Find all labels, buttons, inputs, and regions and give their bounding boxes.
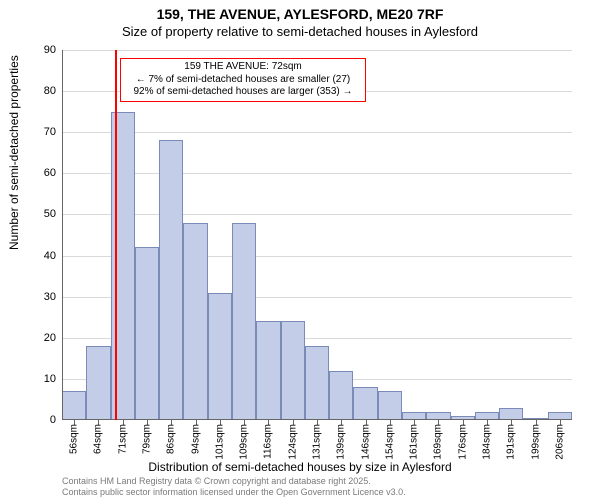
y-tick-label: 80 bbox=[44, 85, 62, 97]
x-tick-label: 109sqm bbox=[239, 420, 250, 460]
x-tick-label: 199sqm bbox=[530, 420, 541, 460]
footer-attribution: Contains HM Land Registry data © Crown c… bbox=[62, 476, 406, 498]
chart-container: 159, THE AVENUE, AYLESFORD, ME20 7RF Siz… bbox=[0, 0, 600, 500]
annotation-callout: 159 THE AVENUE: 72sqm← 7% of semi-detach… bbox=[120, 58, 366, 102]
x-tick-label: 139sqm bbox=[336, 420, 347, 460]
x-tick-label: 154sqm bbox=[384, 420, 395, 460]
annotation-line-0: 159 THE AVENUE: 72sqm bbox=[125, 61, 361, 74]
chart-title-sub: Size of property relative to semi-detach… bbox=[0, 22, 600, 39]
x-tick-label: 56sqm bbox=[69, 420, 80, 454]
x-tick-label: 71sqm bbox=[117, 420, 128, 454]
annotation-line-1: ← 7% of semi-detached houses are smaller… bbox=[125, 74, 361, 87]
annotation-line-2: 92% of semi-detached houses are larger (… bbox=[125, 86, 361, 99]
footer-line-2: Contains public sector information licen… bbox=[62, 487, 406, 498]
y-tick-label: 10 bbox=[44, 373, 62, 385]
x-tick-label: 146sqm bbox=[360, 420, 371, 460]
y-tick-label: 30 bbox=[44, 291, 62, 303]
x-tick-label: 176sqm bbox=[457, 420, 468, 460]
chart-title-main: 159, THE AVENUE, AYLESFORD, ME20 7RF bbox=[0, 0, 600, 22]
x-tick-label: 94sqm bbox=[190, 420, 201, 454]
x-tick-label: 191sqm bbox=[506, 420, 517, 460]
y-tick-label: 50 bbox=[44, 208, 62, 220]
x-tick-label: 131sqm bbox=[312, 420, 323, 460]
x-tick-label: 79sqm bbox=[142, 420, 153, 454]
x-tick-label: 161sqm bbox=[409, 420, 420, 460]
x-tick-label: 206sqm bbox=[554, 420, 565, 460]
x-tick-label: 64sqm bbox=[93, 420, 104, 454]
x-tick-label: 101sqm bbox=[214, 420, 225, 460]
chart-frame bbox=[62, 50, 572, 420]
x-tick-label: 86sqm bbox=[166, 420, 177, 454]
plot-area: 0102030405060708090 56sqm64sqm71sqm79sqm… bbox=[62, 50, 572, 420]
x-tick-label: 116sqm bbox=[263, 420, 274, 459]
y-tick-label: 40 bbox=[44, 250, 62, 262]
y-axis-label: Number of semi-detached properties bbox=[7, 55, 21, 250]
y-tick-label: 60 bbox=[44, 167, 62, 179]
y-tick-label: 70 bbox=[44, 126, 62, 138]
x-tick-label: 184sqm bbox=[482, 420, 493, 460]
footer-line-1: Contains HM Land Registry data © Crown c… bbox=[62, 476, 406, 487]
x-tick-label: 124sqm bbox=[287, 420, 298, 460]
y-tick-label: 90 bbox=[44, 44, 62, 56]
y-tick-label: 20 bbox=[44, 332, 62, 344]
x-tick-label: 169sqm bbox=[433, 420, 444, 460]
x-axis-label: Distribution of semi-detached houses by … bbox=[0, 460, 600, 474]
y-tick-label: 0 bbox=[50, 414, 62, 426]
property-marker-line bbox=[115, 50, 117, 420]
